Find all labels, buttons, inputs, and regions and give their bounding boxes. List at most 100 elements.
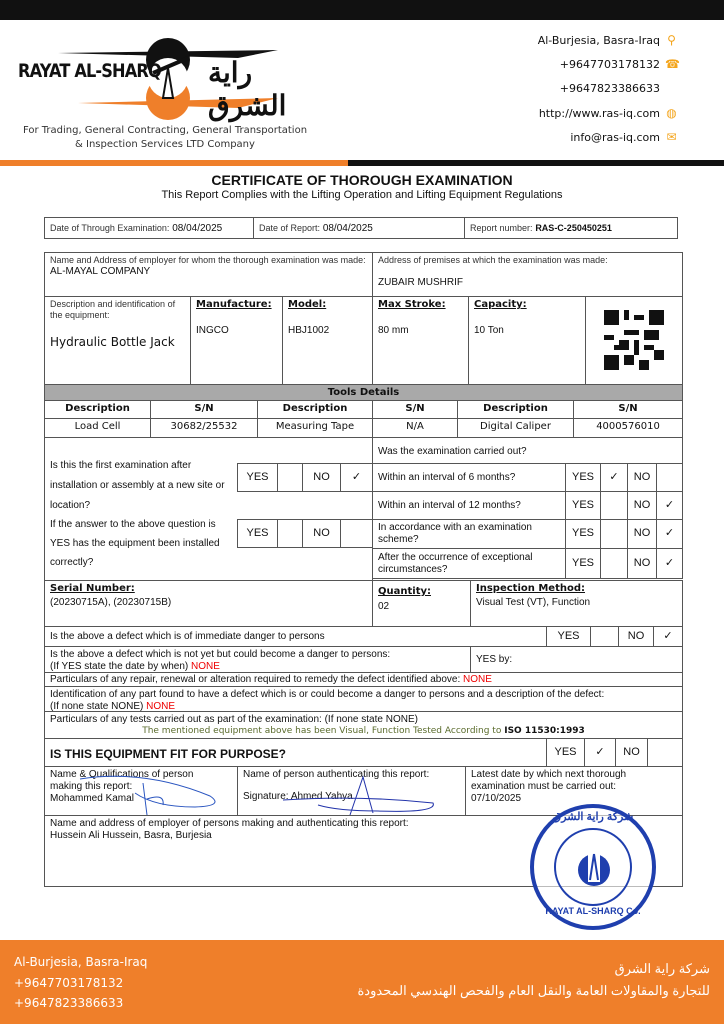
location-pin-icon: ⚲ [667,33,676,47]
serial-value: (20230715A), (20230715B) [50,597,172,608]
carried-no[interactable]: NO [627,463,657,492]
q-first-no[interactable]: NO [302,463,341,492]
tests-standard: ISO 11530:1993 [504,726,585,736]
carried-question: Within an interval of 12 months? [372,491,566,520]
carried-no[interactable]: NO [627,491,657,520]
certificate-subtitle: This Report Complies with the Lifting Op… [161,189,563,201]
equipment-label: Description and identification of the eq… [50,299,176,320]
phone-icon: ☎ [665,57,680,71]
carried-yes-check[interactable] [600,519,628,549]
footer: Al-Burjesia, Basra-Iraq +9647703178132 +… [0,940,724,1024]
employer-label: Name and Address of employer for whom th… [50,255,366,265]
danger-now-yes[interactable]: YES [546,626,591,647]
top-bar [0,0,724,20]
footer-tagline-ar: للتجارة والمقاولات العامة والنقل العام و… [357,983,711,998]
capacity-label: Capacity: [474,299,527,310]
footer-phone: +9647703178132 [14,975,124,990]
tagline-line: & Inspection Services LTD Company [75,139,255,150]
fit-yes-check[interactable]: ✓ [584,738,616,767]
tools-header: Description [457,400,574,419]
danger-future-hint: (If YES state the date by when) [50,661,189,672]
q-first-no-check[interactable]: ✓ [340,463,373,492]
contact-text: Al-Burjesia, Basra-Iraq [537,34,660,47]
footer-company-ar: شركة راية الشرق [614,961,710,976]
carried-yes[interactable]: YES [565,463,601,492]
report-date: 08/04/2025 [322,223,373,234]
stroke-label: Max Stroke: [378,299,446,310]
danger-future-value: NONE [191,661,220,672]
header-divider-dark [348,160,724,166]
carried-yes[interactable]: YES [565,548,601,579]
q-installed-no-check[interactable] [340,519,373,548]
manufacture-cell: Manufacture: INGCO [190,296,283,385]
report-number: RAS-C-250450251 [535,223,612,233]
auth-label: Name of person authenticating this repor… [243,769,430,780]
contact-address: Al-Burjesia, Basra-Iraq ⚲ [537,33,678,48]
footer-address: Al-Burjesia, Basra-Iraq [14,955,148,969]
company-stamp: شركة راية الشرق RAYAT AL-SHARQ Co. [530,804,656,930]
repair-text: Particulars of any repair, renewal or al… [50,674,461,685]
premises-value: ZUBAIR MUSHRIF [378,276,463,288]
carried-no[interactable]: NO [627,519,657,549]
danger-now-no[interactable]: NO [618,626,654,647]
carried-no-check[interactable]: ✓ [656,491,683,520]
auth-signature [282,775,434,815]
fit-no[interactable]: NO [615,738,648,767]
employer-cell: Name and Address of employer for whom th… [44,252,373,297]
serial-label: Serial Number: [50,583,135,594]
tools-header: S/N [573,400,683,419]
quantity-cell: Quantity: 02 [372,580,471,627]
employer-value: AL-MAYAL COMPANY [50,265,151,277]
identification-hint: (If none state NONE) [50,701,144,712]
tools-value: 4000576010 [573,418,683,438]
fit-no-check[interactable] [647,738,683,767]
q-first-yes-check[interactable] [277,463,303,492]
danger-now-no-check[interactable]: ✓ [653,626,683,647]
website-link[interactable]: http://www.ras-iq.com [538,107,660,120]
quantity-label: Quantity: [378,586,431,597]
contact-phone-2: +9647823386633 [560,82,660,95]
contact-text: +9647823386633 [559,82,660,95]
tools-header: S/N [372,400,458,419]
contact-website[interactable]: http://www.ras-iq.com ◍ [538,107,678,121]
stamp-text-ar: شركة راية الشرق [552,811,634,823]
next-exam-date: 07/10/2025 [471,793,522,804]
qr-code[interactable] [604,310,664,370]
yes-by-label: YES by: [476,654,513,665]
report-number-label: Report number: [470,223,533,233]
brand-name-ar: راية الشرق [208,57,287,121]
fit-yes[interactable]: YES [546,738,585,767]
q-installed-yes[interactable]: YES [237,519,278,548]
carried-no-check[interactable]: ✓ [656,519,683,549]
auth-name: Signature: Ahmed Yahya [243,791,353,802]
employer-persons-value: Hussein Ali Hussein, Basra, Burjesia [50,830,212,841]
stroke-cell: Max Stroke: 80 mm [372,296,469,385]
identification-value: NONE [146,701,176,712]
email-link[interactable]: info@ras-iq.com [570,131,660,144]
q-first-text: Is this the first examination after inst… [50,460,225,511]
carried-yes[interactable]: YES [565,491,601,520]
q-first-yes[interactable]: YES [237,463,278,492]
carried-yes[interactable]: YES [565,519,601,549]
carried-no-check[interactable] [656,463,683,492]
email-icon: ✉ [666,130,677,144]
fit-cell: IS THIS EQUIPMENT FIT FOR PURPOSE? [44,738,547,767]
tools-value: 30682/25532 [150,418,258,438]
q-installed-no[interactable]: NO [302,519,341,548]
carried-yes-check[interactable]: ✓ [600,463,628,492]
danger-now-yes-check[interactable] [590,626,619,647]
report-date-cell: Date of Report: 08/04/2025 [253,217,465,239]
carried-no-check[interactable]: ✓ [656,548,683,579]
contact-email[interactable]: info@ras-iq.com ✉ [570,130,678,145]
maker-name: Mohammed Kamal [50,793,134,804]
carried-no[interactable]: NO [627,548,657,579]
method-value: Visual Test (VT), Function [476,597,591,608]
manufacture-label: Manufacture: [196,299,272,310]
danger-future-text: Is the above a defect which is not yet b… [50,649,391,660]
serial-cell: Serial Number: (20230715A), (20230715B) [44,580,373,627]
carried-yes-check[interactable] [600,491,628,520]
carried-yes-check[interactable] [600,548,628,579]
q-installed-yes-check[interactable] [277,519,303,548]
carried-question: In accordance with an examination scheme… [372,519,566,549]
fit-text: IS THIS EQUIPMENT FIT FOR PURPOSE? [50,747,287,761]
